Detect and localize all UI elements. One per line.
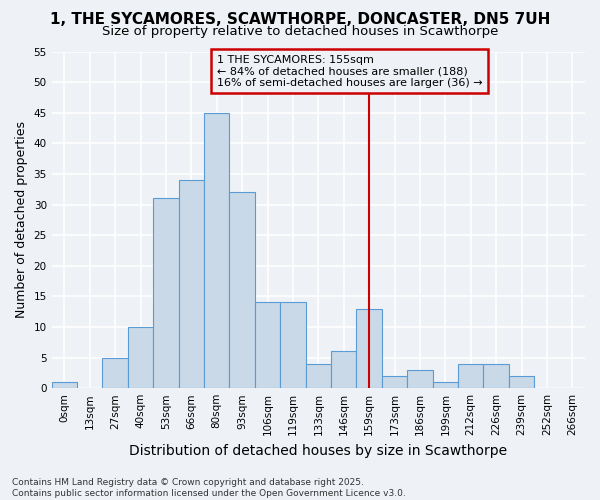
Bar xyxy=(153,198,179,388)
Bar xyxy=(509,376,534,388)
Bar xyxy=(229,192,255,388)
Bar xyxy=(458,364,484,388)
Bar xyxy=(179,180,204,388)
Bar xyxy=(356,308,382,388)
X-axis label: Distribution of detached houses by size in Scawthorpe: Distribution of detached houses by size … xyxy=(129,444,508,458)
Bar xyxy=(331,352,356,388)
Y-axis label: Number of detached properties: Number of detached properties xyxy=(15,122,28,318)
Text: 1, THE SYCAMORES, SCAWTHORPE, DONCASTER, DN5 7UH: 1, THE SYCAMORES, SCAWTHORPE, DONCASTER,… xyxy=(50,12,550,28)
Bar xyxy=(128,327,153,388)
Text: 1 THE SYCAMORES: 155sqm
← 84% of detached houses are smaller (188)
16% of semi-d: 1 THE SYCAMORES: 155sqm ← 84% of detache… xyxy=(217,54,482,88)
Bar xyxy=(305,364,331,388)
Bar xyxy=(382,376,407,388)
Text: Size of property relative to detached houses in Scawthorpe: Size of property relative to detached ho… xyxy=(102,25,498,38)
Bar xyxy=(433,382,458,388)
Text: Contains HM Land Registry data © Crown copyright and database right 2025.
Contai: Contains HM Land Registry data © Crown c… xyxy=(12,478,406,498)
Bar xyxy=(484,364,509,388)
Bar xyxy=(204,112,229,388)
Bar xyxy=(280,302,305,388)
Bar xyxy=(52,382,77,388)
Bar xyxy=(103,358,128,388)
Bar xyxy=(255,302,280,388)
Bar xyxy=(407,370,433,388)
